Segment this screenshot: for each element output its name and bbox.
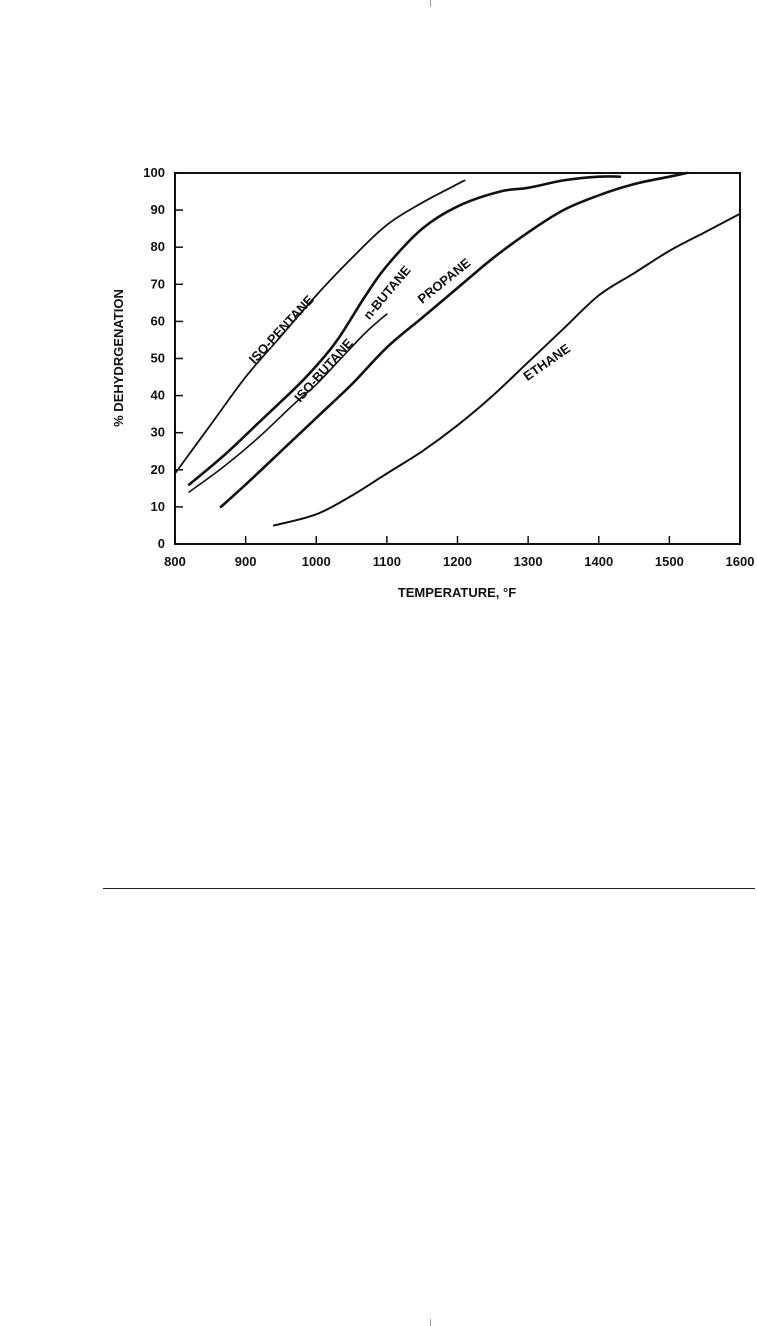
- y-tick-label: 20: [151, 462, 165, 477]
- y-tick-label: 60: [151, 313, 165, 328]
- x-tick-label: 1000: [302, 554, 331, 569]
- top-edge-mark: [430, 0, 431, 7]
- x-tick-label: 1200: [443, 554, 472, 569]
- x-tick-label: 1400: [584, 554, 613, 569]
- curve-propane: [219, 171, 689, 509]
- y-tick-label: 40: [151, 388, 165, 403]
- curve-ethane: [272, 212, 741, 527]
- x-tick-label: 1600: [726, 554, 755, 569]
- y-tick-label: 100: [143, 165, 165, 180]
- series-label-iso-butane: ISO-BUTANE: [291, 335, 356, 405]
- curve-iso-butane: [187, 175, 622, 486]
- page-rule: [103, 888, 755, 889]
- curves: [174, 171, 741, 527]
- x-tick-label: 800: [164, 554, 186, 569]
- y-tick-label: 50: [151, 351, 165, 366]
- y-axis-title: % DEHYDRGENATION: [111, 289, 126, 427]
- x-axis-ticks: 800 900 1000 1100 1200 1300 1400 1500 1600: [164, 536, 754, 569]
- curve-n-butane: [188, 313, 388, 493]
- x-tick-label: 1300: [514, 554, 543, 569]
- y-axis-ticks: 0 10 20 30 40 50 60 70 80 90 100: [143, 165, 183, 551]
- x-tick-label: 900: [235, 554, 257, 569]
- y-tick-label: 70: [151, 276, 165, 291]
- y-tick-label: 90: [151, 202, 165, 217]
- x-axis-title: TEMPERATURE, °F: [398, 585, 516, 600]
- x-tick-label: 1500: [655, 554, 684, 569]
- y-tick-label: 0: [158, 536, 165, 551]
- y-tick-label: 80: [151, 239, 165, 254]
- y-tick-label: 30: [151, 425, 165, 440]
- y-tick-label: 10: [151, 499, 165, 514]
- curve-iso-pentane: [174, 179, 466, 475]
- series-label-iso-pentane: ISO-PENTANE: [246, 292, 317, 367]
- x-tick-label: 1100: [373, 554, 401, 569]
- bottom-edge-mark: [430, 1319, 431, 1326]
- dehydrogenation-chart: 0 10 20 30 40 50 60 70 80 90 100 800 900 1000 1100 120…: [111, 165, 754, 600]
